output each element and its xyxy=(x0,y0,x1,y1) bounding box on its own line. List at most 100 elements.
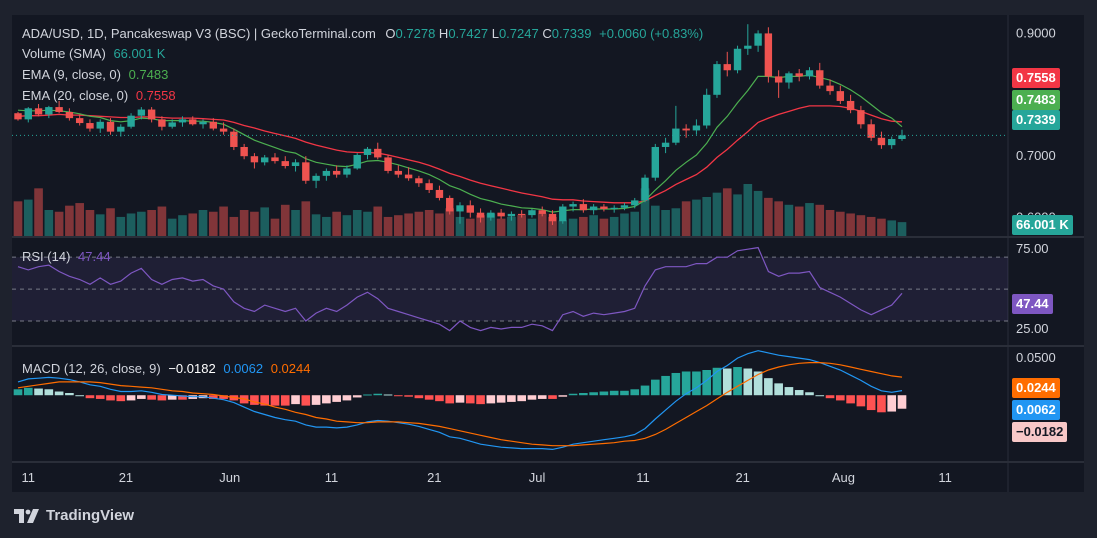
volume-bar xyxy=(630,211,640,236)
macd-histogram-bar xyxy=(774,383,783,396)
candle-body xyxy=(764,33,773,77)
macd-histogram-bar xyxy=(352,395,362,398)
candle-body xyxy=(754,33,762,46)
candle-body xyxy=(774,76,783,83)
x-tick-label: Jul xyxy=(529,470,546,485)
macd-histogram-bar xyxy=(650,379,660,396)
macd-histogram-bar xyxy=(825,395,835,399)
candle-body xyxy=(723,64,731,71)
volume-bar xyxy=(764,197,773,236)
volume-bar xyxy=(424,210,434,236)
volume-bar xyxy=(846,213,855,236)
candle-body xyxy=(446,197,454,212)
rsi-badge: 47.44 xyxy=(1012,294,1053,314)
legend-macd[interactable]: MACD (12, 26, close, 9) −0.0182 0.0062 0… xyxy=(22,361,310,376)
macd-line xyxy=(17,350,903,451)
volume-bar xyxy=(568,218,578,236)
candle-body xyxy=(374,148,382,158)
volume-bar xyxy=(229,216,239,236)
volume-bar xyxy=(219,206,228,236)
volume-bar xyxy=(137,211,146,236)
volume-bar xyxy=(75,203,84,236)
candle-body xyxy=(127,115,135,127)
candle-body xyxy=(610,207,618,209)
tradingview-logo[interactable]: TradingView xyxy=(14,507,134,524)
x-tick-label: Aug xyxy=(832,470,855,485)
macd-histogram-bar xyxy=(383,394,393,396)
tradingview-logo-icon xyxy=(14,508,39,523)
macd-hist-badge: −0.0182 xyxy=(1012,422,1068,442)
candle-body xyxy=(476,212,485,218)
volume-bar xyxy=(866,216,876,236)
macd-histogram-bar xyxy=(260,395,270,406)
legend-ema9[interactable]: EMA (9, close, 0) 0.7483 xyxy=(22,67,168,82)
macd-histogram-bar xyxy=(332,395,341,402)
macd-histogram-bar xyxy=(44,389,54,396)
ema9-value: 0.7483 xyxy=(128,67,169,82)
candle-body xyxy=(332,170,341,175)
legend-header: ADA/USD, 1D, Pancakeswap V3 (BSC) | Geck… xyxy=(22,26,703,41)
candle-body xyxy=(692,125,701,131)
volume-bar xyxy=(794,206,804,236)
candle-body xyxy=(538,210,546,214)
x-tick-label: 21 xyxy=(427,470,441,485)
candle-body xyxy=(415,178,423,184)
candle-body xyxy=(805,70,814,77)
candle-body xyxy=(507,213,516,217)
volume-bar xyxy=(13,201,23,236)
candle-body xyxy=(45,107,53,115)
ema20-price-badge: 0.7558 xyxy=(1012,68,1060,88)
candle-body xyxy=(487,212,495,218)
candle-body xyxy=(199,121,207,125)
macd-histogram-bar xyxy=(445,395,455,404)
macd-histogram-bar xyxy=(661,375,670,396)
volume-bar xyxy=(311,214,321,236)
candle-body xyxy=(559,206,567,222)
candle-body xyxy=(55,107,63,112)
legend-ema20[interactable]: EMA (20, close, 0) 0.7558 xyxy=(22,88,176,103)
volume-bar xyxy=(383,216,393,236)
candle-body xyxy=(168,122,176,127)
x-tick-label: 11 xyxy=(22,470,36,485)
volume-bar xyxy=(414,211,424,236)
candle-body xyxy=(857,110,865,125)
candle-body xyxy=(877,137,886,146)
rsi-tick-label: 75.00 xyxy=(1016,241,1049,256)
volume-bar xyxy=(54,211,64,236)
volume-bar xyxy=(702,197,712,236)
macd-histogram-bar xyxy=(465,395,475,404)
macd-histogram-bar xyxy=(435,395,444,402)
macd-histogram-bar xyxy=(589,392,598,396)
open-value: 0.7278 xyxy=(395,26,436,41)
volume-bar xyxy=(548,216,557,236)
candle-body xyxy=(425,183,433,190)
candle-body xyxy=(384,157,392,171)
candle-body xyxy=(24,108,32,120)
macd-histogram-bar xyxy=(137,395,146,399)
candle-body xyxy=(147,109,156,120)
x-tick-label: 11 xyxy=(325,470,339,485)
price-tick-label: 0.9000 xyxy=(1016,25,1056,40)
low-label: L xyxy=(491,26,499,41)
legend-volume[interactable]: Volume (SMA) 66.001 K xyxy=(22,46,165,61)
macd-histogram-bar xyxy=(733,367,742,396)
candle-body xyxy=(641,177,649,201)
macd-histogram-bar xyxy=(846,395,855,404)
candle-body xyxy=(733,48,742,71)
ema9-price-badge: 0.7483 xyxy=(1012,90,1060,110)
volume-bar xyxy=(733,194,742,236)
close-label: C xyxy=(542,26,552,41)
macd-histogram-bar xyxy=(291,395,300,405)
macd-histogram-bar xyxy=(856,395,866,407)
legend-rsi[interactable]: RSI (14) 47.44 xyxy=(22,249,111,264)
candle-body xyxy=(230,131,238,147)
candle-body xyxy=(651,146,660,178)
macd-histogram-bar xyxy=(54,391,64,396)
candle-body xyxy=(189,119,197,125)
macd-orange-badge: 0.0244 xyxy=(1012,378,1060,398)
volume-bar xyxy=(486,213,496,236)
macd-histogram-bar xyxy=(342,395,352,401)
candle-body xyxy=(456,205,464,212)
candle-body xyxy=(158,119,166,127)
